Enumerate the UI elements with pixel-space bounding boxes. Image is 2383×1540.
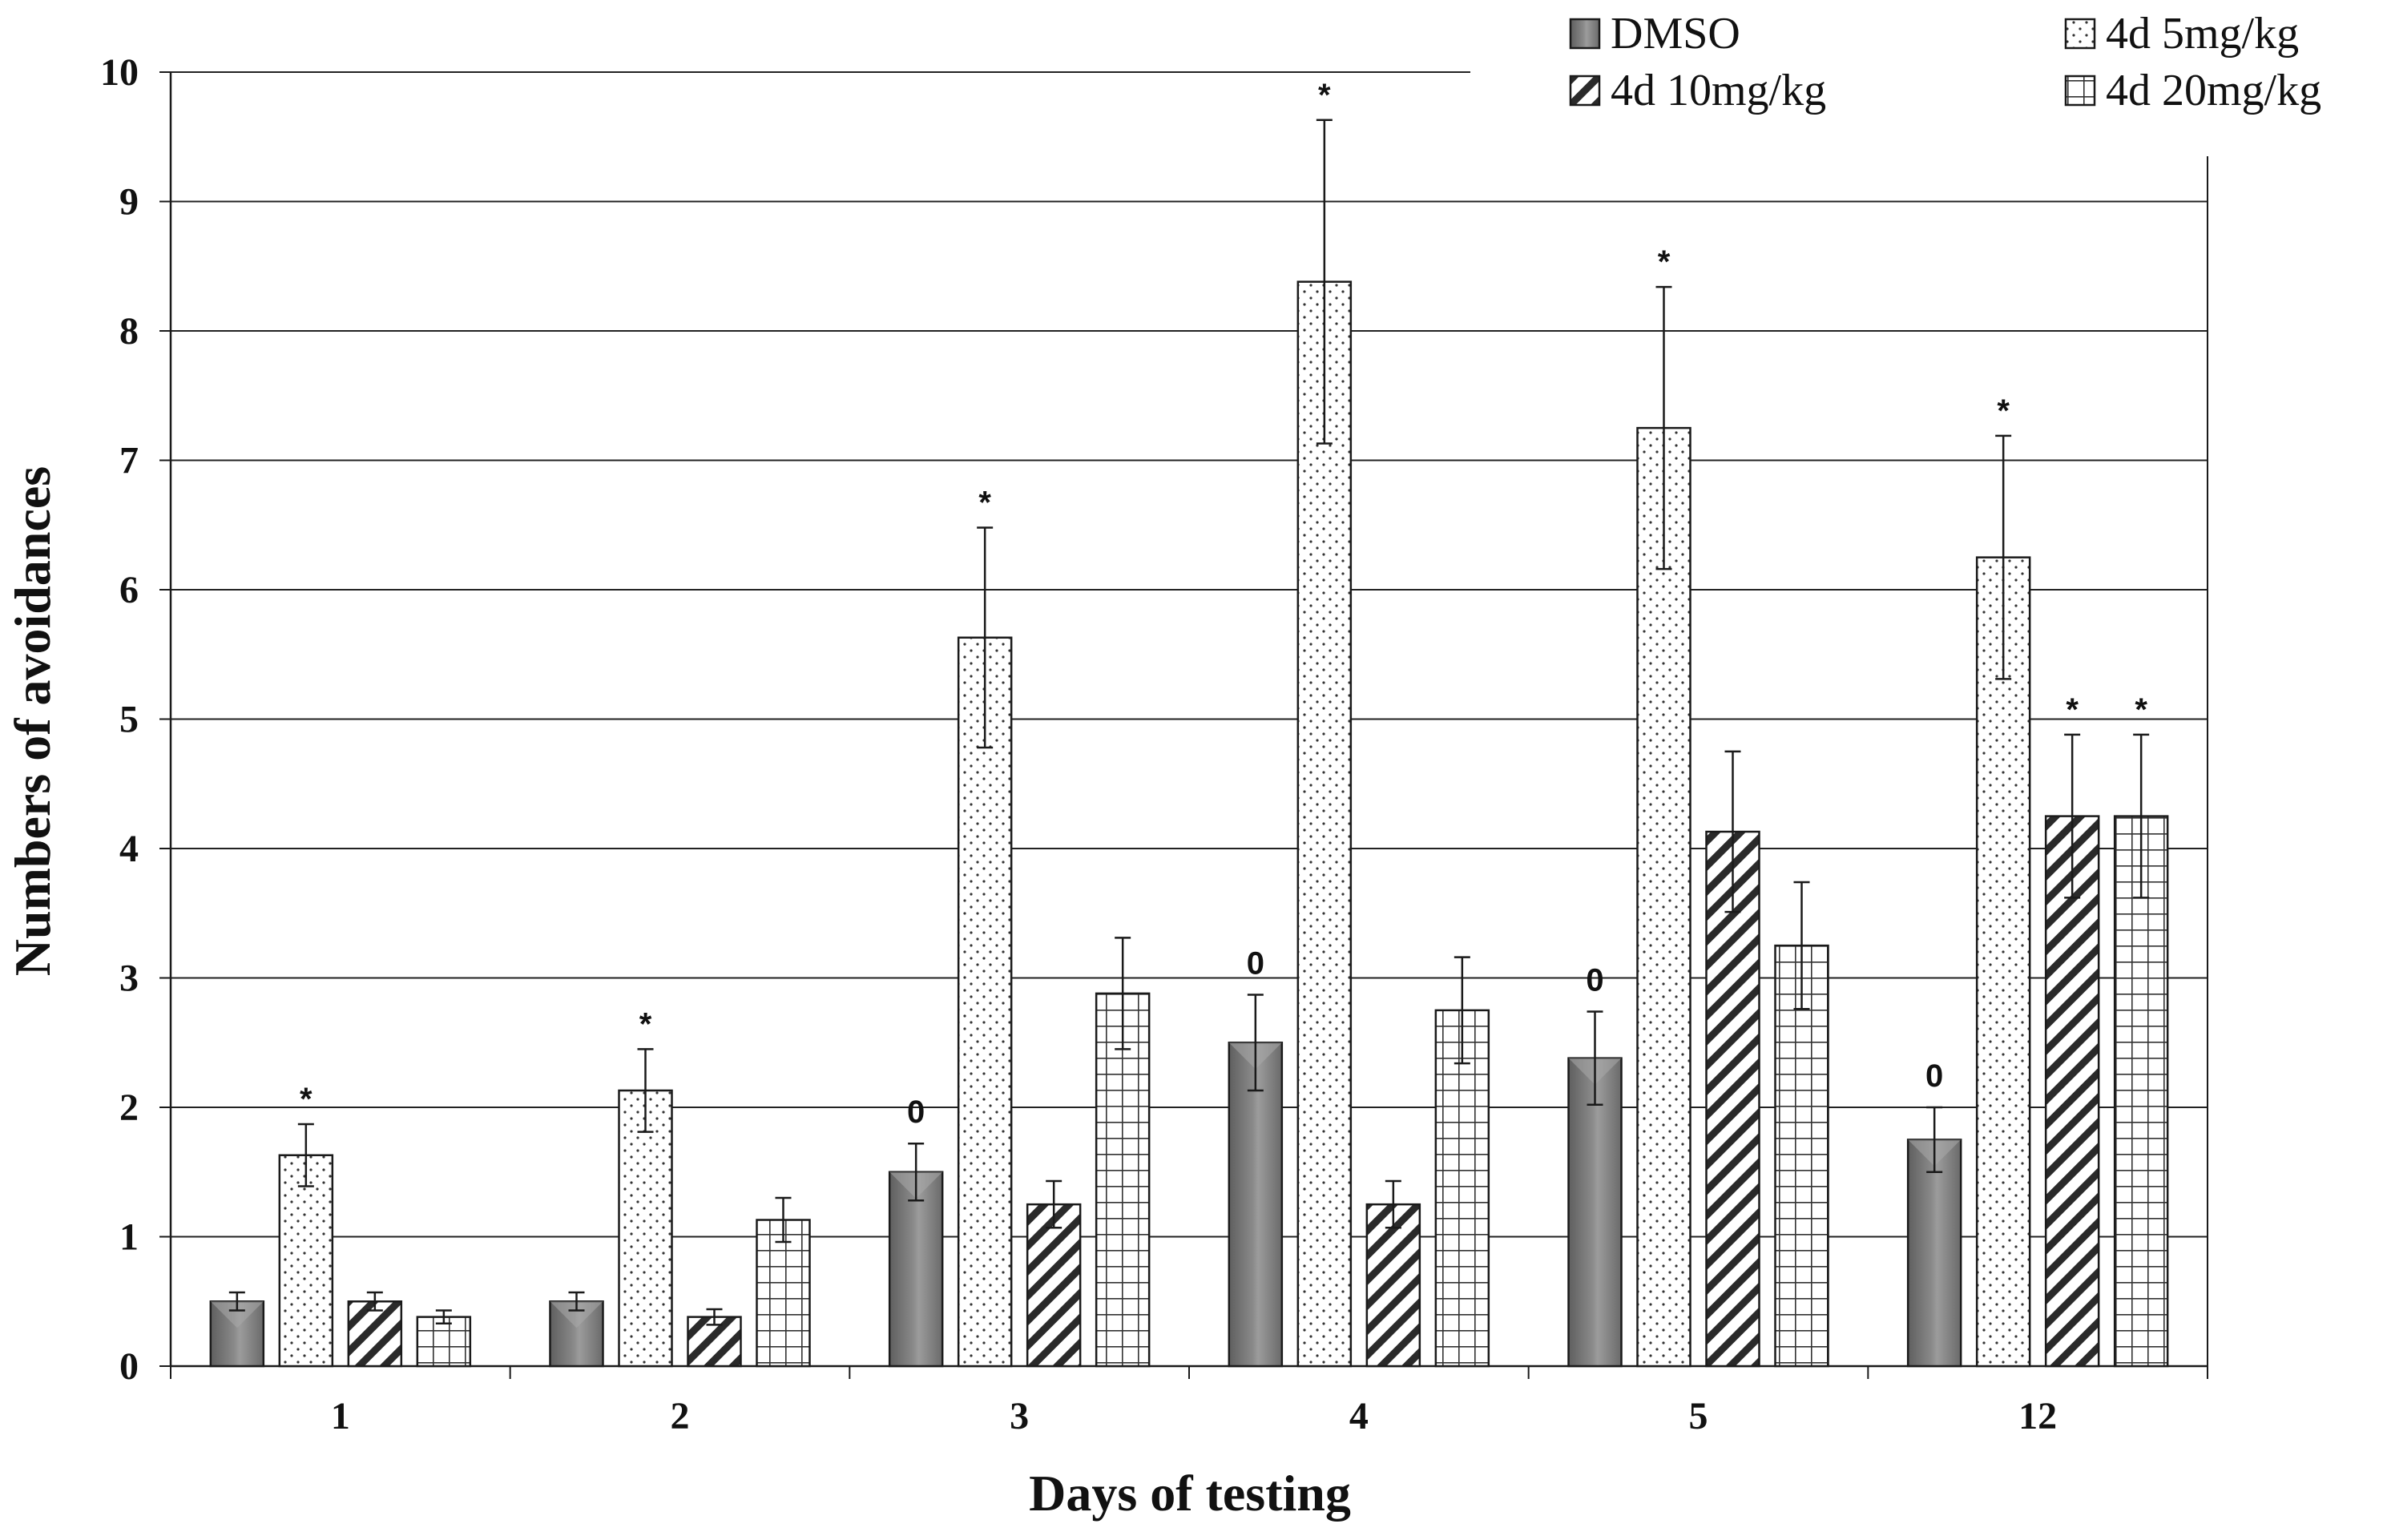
bar-dots-3	[957, 636, 1013, 1368]
y-tick-label: 0	[119, 1345, 139, 1388]
legend-label: 4d 5mg/kg	[2106, 9, 2299, 58]
bars	[209, 119, 2169, 1368]
bar-diagonal-3	[1026, 1203, 1082, 1368]
bar-bevel	[550, 1301, 603, 1328]
x-tick-label: 5	[1689, 1395, 1708, 1437]
significance-marker: *	[978, 485, 991, 520]
legend-swatch-dots	[2064, 18, 2096, 50]
bar-diagonal-5	[1705, 830, 1760, 1368]
bar-diagonal-12	[2044, 815, 2100, 1368]
significance-marker: 0	[907, 1095, 925, 1130]
y-tick-label: 7	[119, 440, 139, 482]
bar-bevel	[210, 1301, 264, 1328]
legend-swatch-grid	[2064, 75, 2096, 107]
y-tick-label: 1	[119, 1216, 139, 1259]
bar-diagonal-4	[1365, 1203, 1421, 1368]
bar-dots-12	[1975, 556, 2031, 1368]
bar-grid-3	[1095, 992, 1151, 1368]
legend-label: 4d 10mg/kg	[1611, 66, 1826, 115]
y-tick-label: 10	[100, 51, 139, 94]
gridlines	[171, 71, 2208, 1238]
y-axis-title: Numbers of avoidances	[4, 466, 61, 976]
bar-dots-2	[618, 1089, 673, 1368]
significance-marker: *	[2066, 692, 2079, 728]
bar-dots-4	[1296, 280, 1353, 1368]
y-tick-label: 6	[119, 569, 139, 611]
y-tick-label: 4	[119, 828, 139, 870]
significance-marker: *	[1997, 393, 2010, 429]
x-tick-label: 3	[1010, 1395, 1029, 1437]
legend: DMSO 4d 5mg/kg 4d 10mg/kg 4d 20mg/kg	[1569, 9, 2321, 115]
legend-swatch-diagonal	[1569, 75, 1601, 107]
bar-solid-gray-5	[1567, 1057, 1623, 1368]
y-tick-label: 5	[119, 699, 139, 741]
x-axis-title: Days of testing	[1029, 1465, 1351, 1522]
legend-label: 4d 20mg/kg	[2106, 66, 2321, 115]
significance-marker: 0	[1586, 962, 1603, 998]
x-tick-label: 1	[331, 1395, 350, 1437]
legend-swatch-solid-gray	[1569, 18, 1601, 50]
y-tick-label: 8	[119, 310, 139, 353]
x-tick-label: 2	[671, 1395, 690, 1437]
bar-grid-2	[756, 1219, 811, 1368]
significance-marker: *	[639, 1006, 652, 1042]
significance-marker: 0	[1247, 945, 1264, 981]
y-tick-label: 2	[119, 1086, 139, 1129]
y-tick-label: 3	[119, 957, 139, 1000]
significance-marker: *	[2135, 692, 2147, 728]
y-tick-label: 9	[119, 181, 139, 224]
x-tick-label: 4	[1349, 1395, 1369, 1437]
significance-marker: 0	[1925, 1058, 1943, 1094]
significance-marker: *	[1318, 78, 1331, 113]
bar-solid-gray-12	[1906, 1139, 1962, 1368]
axes	[159, 71, 2208, 1379]
bar-grid-4	[1434, 1009, 1490, 1368]
legend-label: DMSO	[1611, 9, 1740, 58]
bar-dots-1	[278, 1154, 334, 1368]
significance-marker: *	[300, 1082, 312, 1117]
bar-solid-gray-4	[1228, 1042, 1284, 1368]
bar-grid-5	[1774, 944, 1829, 1368]
bar-grid-1	[416, 1316, 472, 1368]
x-tick-label: 12	[2018, 1395, 2057, 1437]
significance-marker: *	[1658, 244, 1671, 280]
